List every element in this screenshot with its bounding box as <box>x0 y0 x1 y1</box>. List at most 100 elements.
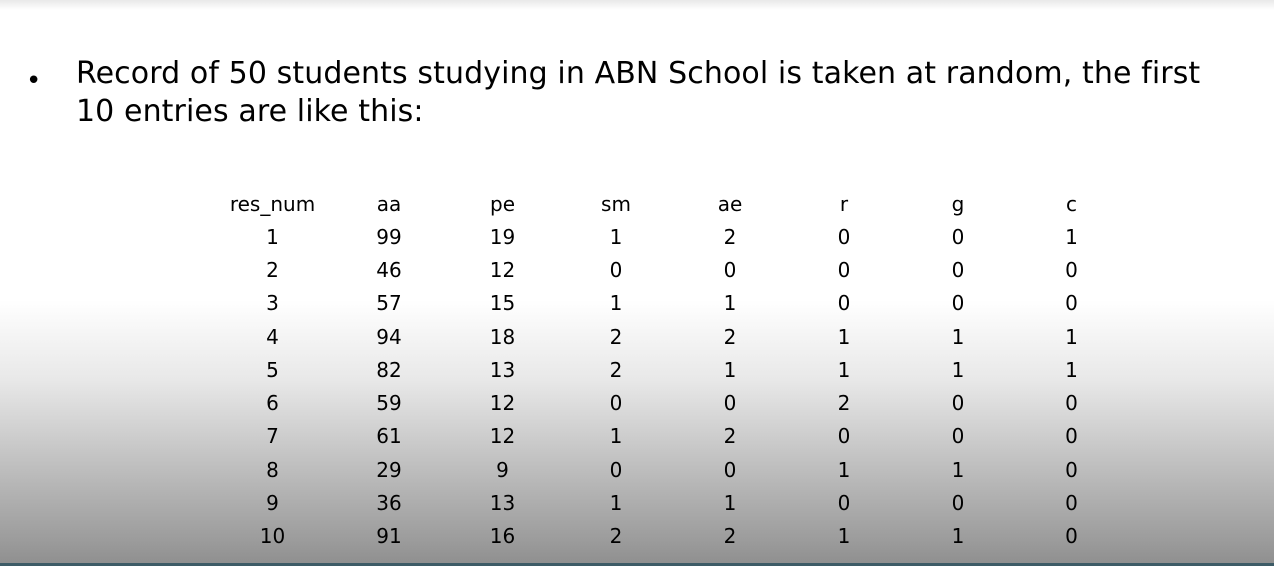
table-cell-sm: 2 <box>609 524 623 549</box>
column-header-c: c <box>1066 191 1077 216</box>
table-cell-g: 1 <box>951 324 965 349</box>
table-cell-c: 0 <box>1065 491 1078 516</box>
table-cell-pe: 12 <box>489 391 516 416</box>
table-cell-r: 1 <box>837 457 851 482</box>
table-row: 1 99 19 1 2 0 0 1 <box>213 220 1128 253</box>
table-cell-r: 1 <box>837 357 851 382</box>
table-cell-r: 0 <box>837 224 851 249</box>
table-cell-aa: 61 <box>376 424 402 449</box>
table-cell-ae: 0 <box>723 257 737 282</box>
table-cell-pe: 18 <box>489 324 516 349</box>
table-cell-ae: 2 <box>723 224 737 249</box>
table-cell-pe: 16 <box>489 524 516 549</box>
table-cell-ae: 0 <box>723 391 737 416</box>
table-cell-sm: 2 <box>609 357 623 382</box>
column-header-ae: ae <box>717 191 743 216</box>
table-cell-pe: 19 <box>489 224 516 249</box>
table-cell-g: 1 <box>951 357 965 382</box>
table-row: 10 91 16 2 2 1 1 0 <box>213 520 1128 553</box>
table-cell-ae: 1 <box>723 291 737 316</box>
bottom-border <box>0 563 1274 566</box>
table-cell-res-num: 6 <box>266 391 279 416</box>
table-cell-ae: 2 <box>723 324 737 349</box>
table-body: 1 99 19 1 2 0 0 1 2 46 12 0 0 0 0 0 3 57 15 1 1 0 0 0 4 94 18 2 2 1 1 1… <box>213 220 1128 553</box>
table-cell-pe: 13 <box>489 357 516 382</box>
table-row: 9 36 13 1 1 0 0 0 <box>213 486 1128 519</box>
table-cell-pe: 12 <box>489 257 516 282</box>
table-cell-g: 1 <box>951 457 965 482</box>
table-row: 2 46 12 0 0 0 0 0 <box>213 253 1128 286</box>
table-cell-ae: 1 <box>723 357 737 382</box>
table-cell-res-num: 3 <box>266 291 279 316</box>
table-row: 4 94 18 2 2 1 1 1 <box>213 320 1128 353</box>
table-cell-c: 0 <box>1065 291 1078 316</box>
table-cell-g: 1 <box>951 524 965 549</box>
table-cell-sm: 2 <box>609 324 623 349</box>
table-cell-c: 1 <box>1065 357 1078 382</box>
table-cell-c: 0 <box>1065 457 1078 482</box>
table-row: 3 57 15 1 1 0 0 0 <box>213 287 1128 320</box>
table-cell-sm: 0 <box>609 391 623 416</box>
table-cell-res-num: 7 <box>266 424 279 449</box>
column-header-g: g <box>951 191 965 216</box>
table-cell-sm: 0 <box>609 457 623 482</box>
table-cell-r: 1 <box>837 324 851 349</box>
table-cell-r: 0 <box>837 491 851 516</box>
table-cell-g: 0 <box>951 224 965 249</box>
table-cell-r: 2 <box>837 391 851 416</box>
table-cell-ae: 0 <box>723 457 737 482</box>
table-cell-sm: 1 <box>609 491 623 516</box>
table-cell-res-num: 8 <box>266 457 279 482</box>
table-cell-pe: 12 <box>489 424 516 449</box>
table-cell-c: 0 <box>1065 391 1078 416</box>
table-cell-ae: 2 <box>723 524 737 549</box>
table-cell-r: 0 <box>837 424 851 449</box>
table-cell-g: 0 <box>951 291 965 316</box>
table-row: 6 59 12 0 0 2 0 0 <box>213 386 1128 419</box>
table-cell-res-num: 10 <box>259 524 286 549</box>
column-header-sm: sm <box>601 191 631 216</box>
table-cell-aa: 36 <box>376 491 402 516</box>
table-cell-ae: 2 <box>723 424 737 449</box>
table-cell-res-num: 1 <box>266 224 279 249</box>
column-header-res-num: res_num <box>229 191 316 216</box>
student-records-table: res_num aa pe sm ae r g c 1 99 19 1 2 0 0 1 2 46 12 0 0 0 0 0 3… <box>213 187 1128 553</box>
table-cell-c: 0 <box>1065 524 1078 549</box>
table-cell-g: 0 <box>951 391 965 416</box>
table-cell-c: 0 <box>1065 424 1078 449</box>
table-cell-r: 0 <box>837 291 851 316</box>
table-cell-pe: 15 <box>489 291 516 316</box>
table-header-row: res_num aa pe sm ae r g c <box>213 187 1128 220</box>
column-header-pe: pe <box>490 191 515 216</box>
table-cell-pe: 9 <box>496 457 509 482</box>
top-shade <box>0 0 1274 10</box>
table-cell-aa: 82 <box>376 357 402 382</box>
table-cell-r: 1 <box>837 524 851 549</box>
table-row: 8 29 9 0 0 1 1 0 <box>213 453 1128 486</box>
table-cell-aa: 99 <box>376 224 402 249</box>
table-cell-g: 0 <box>951 424 965 449</box>
table-cell-sm: 1 <box>609 424 623 449</box>
table-cell-r: 0 <box>837 257 851 282</box>
table-cell-res-num: 5 <box>266 357 279 382</box>
table-cell-aa: 46 <box>376 257 402 282</box>
column-header-aa: aa <box>376 191 402 216</box>
bullet-point: • Record of 50 students studying in ABN … <box>26 55 1246 131</box>
column-header-r: r <box>839 191 849 216</box>
table-cell-c: 1 <box>1065 224 1078 249</box>
table-cell-res-num: 2 <box>266 257 279 282</box>
table-cell-sm: 0 <box>609 257 623 282</box>
bullet-text: Record of 50 students studying in ABN Sc… <box>76 56 1201 129</box>
table-row: 5 82 13 2 1 1 1 1 <box>213 353 1128 386</box>
table-cell-sm: 1 <box>609 224 623 249</box>
table-cell-c: 1 <box>1065 324 1078 349</box>
table-cell-c: 0 <box>1065 257 1078 282</box>
table-cell-res-num: 9 <box>266 491 279 516</box>
table-cell-ae: 1 <box>723 491 737 516</box>
table-cell-g: 0 <box>951 257 965 282</box>
table-cell-aa: 59 <box>376 391 402 416</box>
table-cell-sm: 1 <box>609 291 623 316</box>
table-cell-res-num: 4 <box>266 324 279 349</box>
table-cell-aa: 29 <box>376 457 402 482</box>
table-row: 7 61 12 1 2 0 0 0 <box>213 420 1128 453</box>
